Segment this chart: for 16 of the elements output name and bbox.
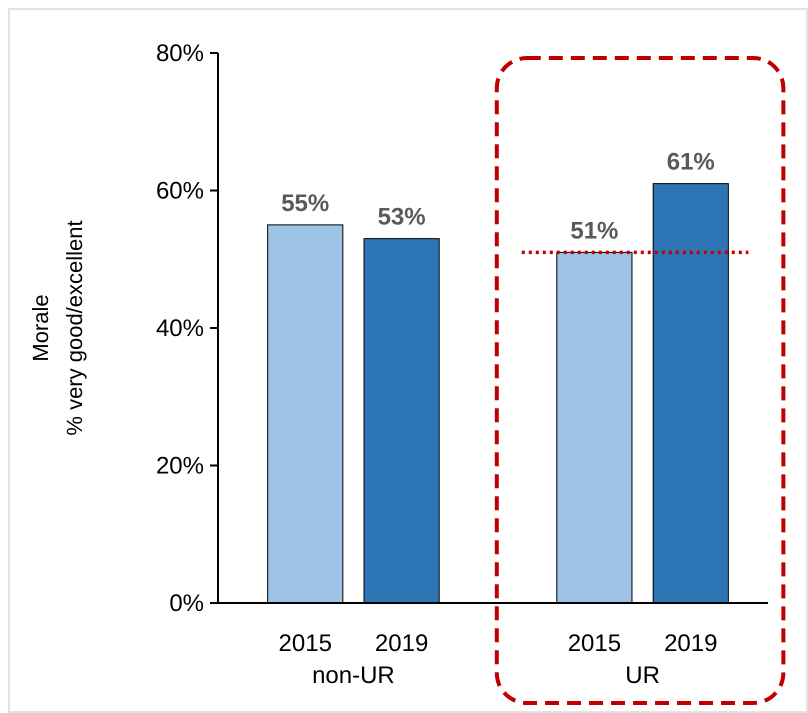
y-tick-label: 80% [156, 40, 204, 67]
x-tick-label: 2015 [568, 630, 622, 657]
x-tick-label: 2015 [278, 630, 332, 657]
y-tick-label: 40% [156, 315, 204, 342]
text: non-UR [312, 662, 395, 689]
y-tick-label: 20% [156, 452, 204, 480]
x-tick-label: 2019 [664, 630, 718, 657]
text: UR [625, 662, 660, 689]
y-tick-label: 0% [169, 590, 204, 617]
data-label: 53% [378, 204, 426, 231]
data-label: 55% [281, 190, 330, 217]
y-tick-label: 60% [156, 178, 204, 204]
x-tick-label: 2019 [374, 630, 428, 657]
y-axis-title: Morale % very good/excellent [28, 220, 87, 436]
data-label: 51% [570, 217, 618, 244]
data-label: 61% [666, 148, 715, 176]
